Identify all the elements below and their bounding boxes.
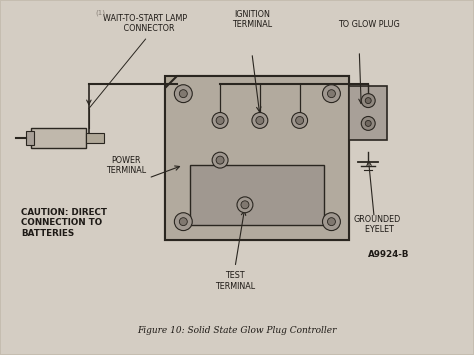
Circle shape: [256, 116, 264, 124]
Circle shape: [212, 152, 228, 168]
Text: Figure 10: Solid State Glow Plug Controller: Figure 10: Solid State Glow Plug Control…: [137, 326, 337, 335]
Circle shape: [252, 113, 268, 129]
Text: TO GLOW PLUG: TO GLOW PLUG: [338, 20, 400, 29]
Circle shape: [174, 213, 192, 231]
Circle shape: [361, 116, 375, 130]
Bar: [31, 129, 86, 148]
Circle shape: [328, 90, 336, 98]
Circle shape: [292, 113, 308, 129]
Text: WAIT-TO-START LAMP
   CONNECTOR: WAIT-TO-START LAMP CONNECTOR: [103, 14, 188, 33]
Bar: [86, 133, 104, 143]
Bar: [165, 76, 349, 240]
Text: CAUTION: DIRECT
CONNECTION TO
BATTERIES: CAUTION: DIRECT CONNECTION TO BATTERIES: [21, 208, 107, 237]
Circle shape: [212, 113, 228, 129]
Circle shape: [322, 85, 340, 103]
Bar: [26, 131, 34, 145]
Circle shape: [365, 98, 371, 104]
Circle shape: [365, 120, 371, 126]
Circle shape: [216, 116, 224, 124]
Text: A9924-B: A9924-B: [368, 250, 410, 259]
Circle shape: [322, 213, 340, 231]
Polygon shape: [165, 76, 349, 240]
Text: POWER
TERMINAL: POWER TERMINAL: [106, 155, 146, 175]
Circle shape: [328, 218, 336, 226]
Circle shape: [179, 90, 187, 98]
Circle shape: [179, 218, 187, 226]
Circle shape: [361, 94, 375, 108]
Circle shape: [237, 197, 253, 213]
Circle shape: [216, 156, 224, 164]
Circle shape: [174, 85, 192, 103]
Text: IGNITION
TERMINAL: IGNITION TERMINAL: [232, 10, 272, 29]
Bar: [190, 165, 325, 225]
Bar: [349, 86, 387, 140]
Circle shape: [296, 116, 304, 124]
Text: TEST
TERMINAL: TEST TERMINAL: [215, 271, 255, 291]
Text: (1): (1): [96, 9, 106, 16]
Circle shape: [241, 201, 249, 209]
Text: GROUNDED
  EYELET: GROUNDED EYELET: [354, 215, 401, 234]
